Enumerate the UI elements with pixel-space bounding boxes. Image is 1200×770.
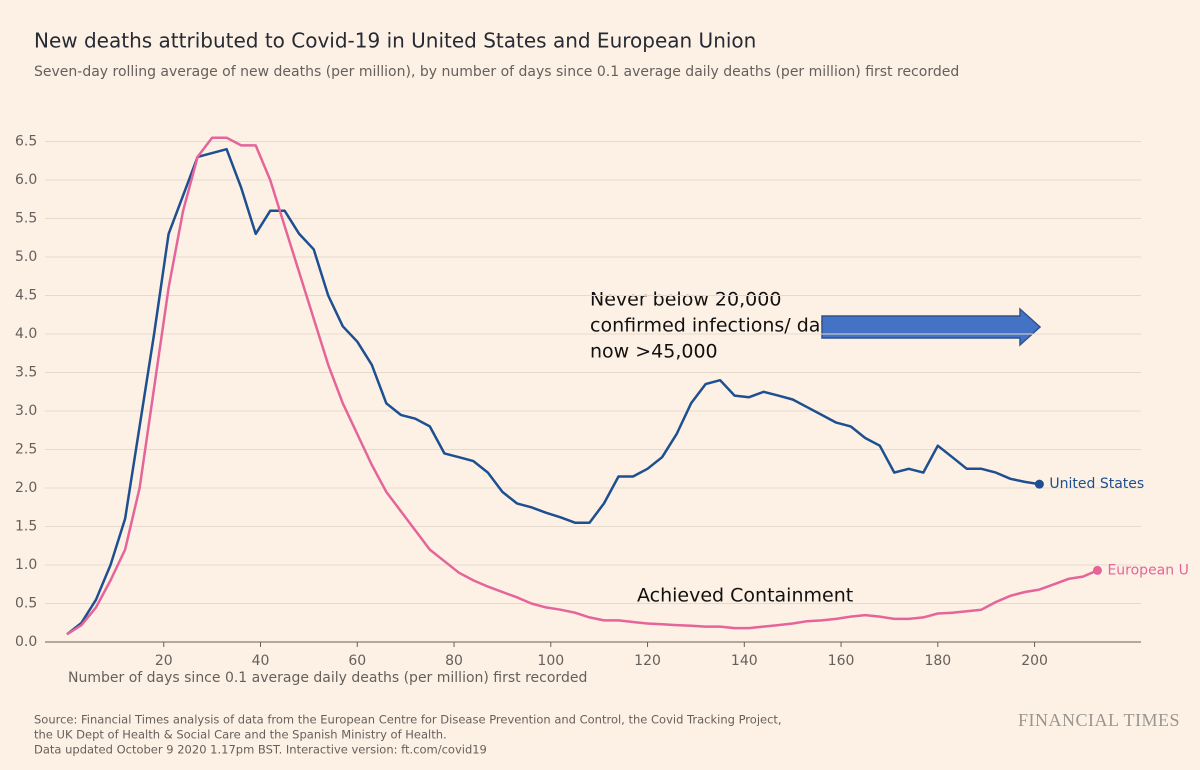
series-label: European U [1107, 562, 1188, 578]
source-text: Data updated October 9 2020 1.17pm BST. … [34, 743, 487, 757]
y-tick-label: 1.5 [15, 519, 37, 535]
annotation: now >45,000 [590, 341, 718, 363]
x-tick-label: 40 [252, 653, 270, 669]
y-tick-label: 5.0 [15, 249, 37, 265]
x-tick-label: 20 [155, 653, 173, 669]
y-tick-label: 6.5 [15, 134, 37, 150]
end-marker [1092, 565, 1102, 575]
y-tick-label: 0.0 [15, 634, 37, 650]
chart-title: New deaths attributed to Covid-19 in Uni… [34, 29, 756, 53]
y-tick-label: 3.0 [15, 403, 37, 419]
x-tick-label: 140 [731, 653, 758, 669]
series-label: United States [1049, 476, 1144, 492]
source-text: Source: Financial Times analysis of data… [34, 713, 782, 727]
x-tick-label: 60 [348, 653, 366, 669]
brand: FINANCIAL TIMES [1018, 710, 1180, 730]
annotation: Achieved Containment [637, 585, 853, 607]
annotation: Never below 20,000 [590, 289, 781, 311]
source-text: the UK Dept of Health & Social Care and … [34, 728, 447, 742]
x-tick-label: 120 [634, 653, 661, 669]
y-tick-label: 2.0 [15, 480, 37, 496]
end-marker [1034, 479, 1044, 489]
y-tick-label: 2.5 [15, 442, 37, 458]
x-tick-label: 160 [828, 653, 855, 669]
y-tick-label: 4.5 [15, 288, 37, 304]
chart-subtitle: Seven-day rolling average of new deaths … [34, 64, 959, 80]
series-line [66, 136, 1098, 636]
series-line [66, 147, 1040, 636]
y-tick-label: 6.0 [15, 172, 37, 188]
y-tick-label: 1.0 [15, 557, 37, 573]
x-tick-label: 100 [537, 653, 564, 669]
x-tick-label: 200 [1021, 653, 1048, 669]
y-tick-label: 3.5 [15, 365, 37, 381]
x-tick-label: 180 [924, 653, 951, 669]
y-tick-label: 5.5 [15, 211, 37, 227]
x-tick-label: 80 [445, 653, 463, 669]
y-tick-label: 4.0 [15, 326, 37, 342]
x-axis-label: Number of days since 0.1 average daily d… [68, 670, 587, 686]
y-tick-label: 0.5 [15, 596, 37, 612]
annotation: confirmed infections/ day; [590, 315, 838, 337]
arrow [821, 307, 1042, 347]
